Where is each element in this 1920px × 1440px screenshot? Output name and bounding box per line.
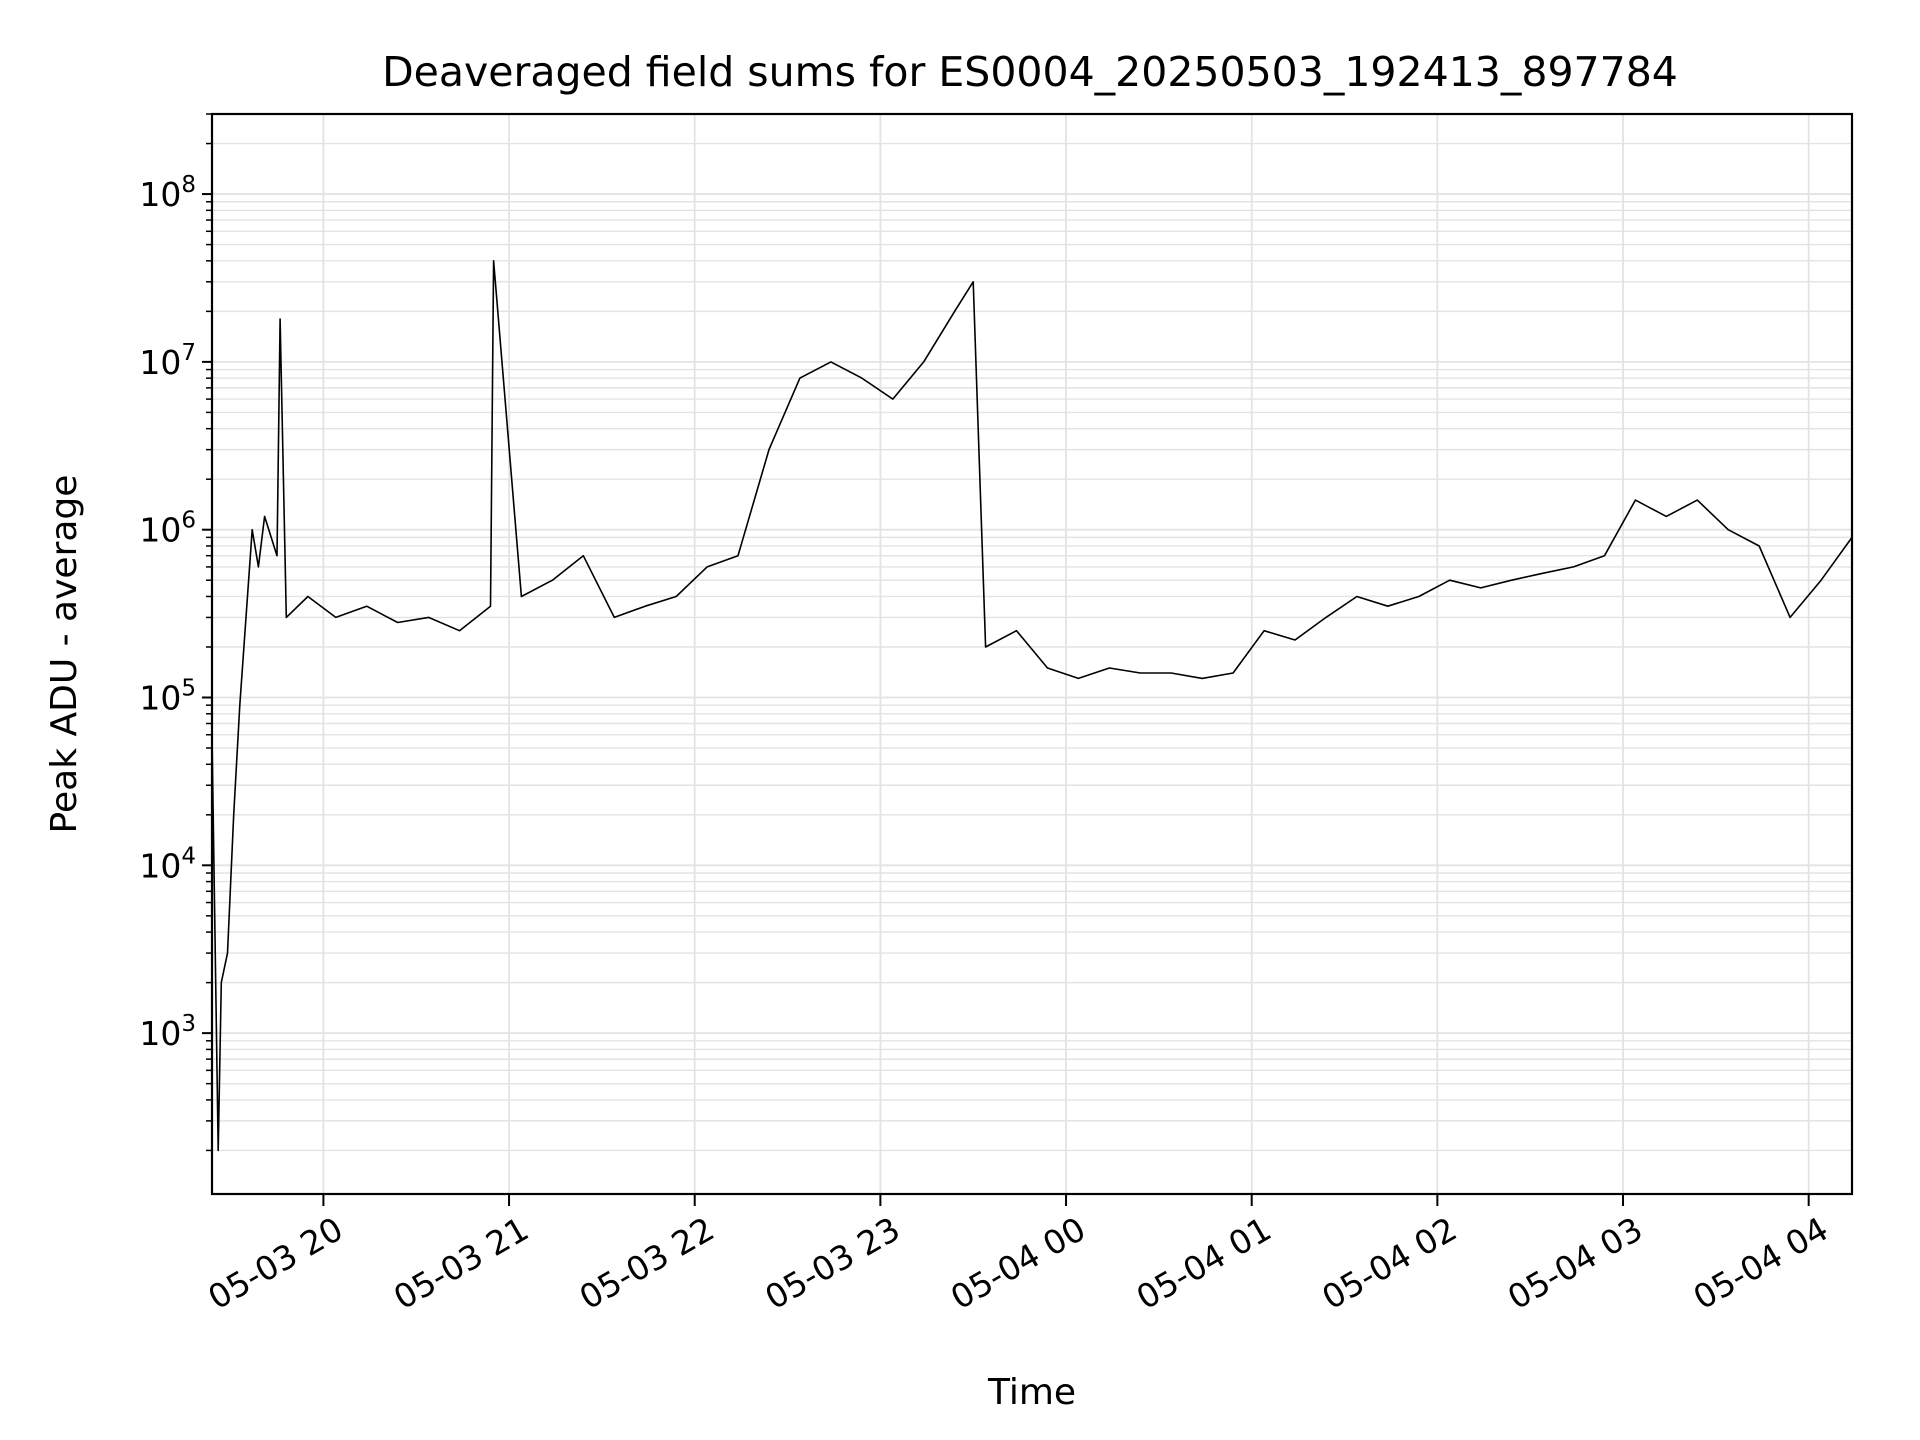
plot-frame bbox=[210, 112, 1854, 1196]
grid bbox=[212, 113, 1852, 1194]
y-tick-label: 103 bbox=[139, 1011, 196, 1053]
y-axis: 103 104 105 106 107 108 bbox=[139, 113, 212, 1152]
y-axis-label: Peak ADU - average bbox=[44, 475, 85, 834]
series-line bbox=[211, 260, 1853, 1152]
x-axis-label: Time bbox=[987, 1372, 1076, 1413]
y-tick-label: 108 bbox=[139, 172, 196, 214]
y-tick-label: 107 bbox=[139, 340, 196, 382]
series-layer bbox=[211, 260, 1853, 1152]
y-tick-label: 106 bbox=[139, 508, 196, 550]
y-tick-label: 104 bbox=[139, 843, 196, 885]
y-tick-label: 105 bbox=[139, 676, 196, 718]
chart-title: Deaveraged field sums for ES0004_2025050… bbox=[382, 48, 1678, 96]
